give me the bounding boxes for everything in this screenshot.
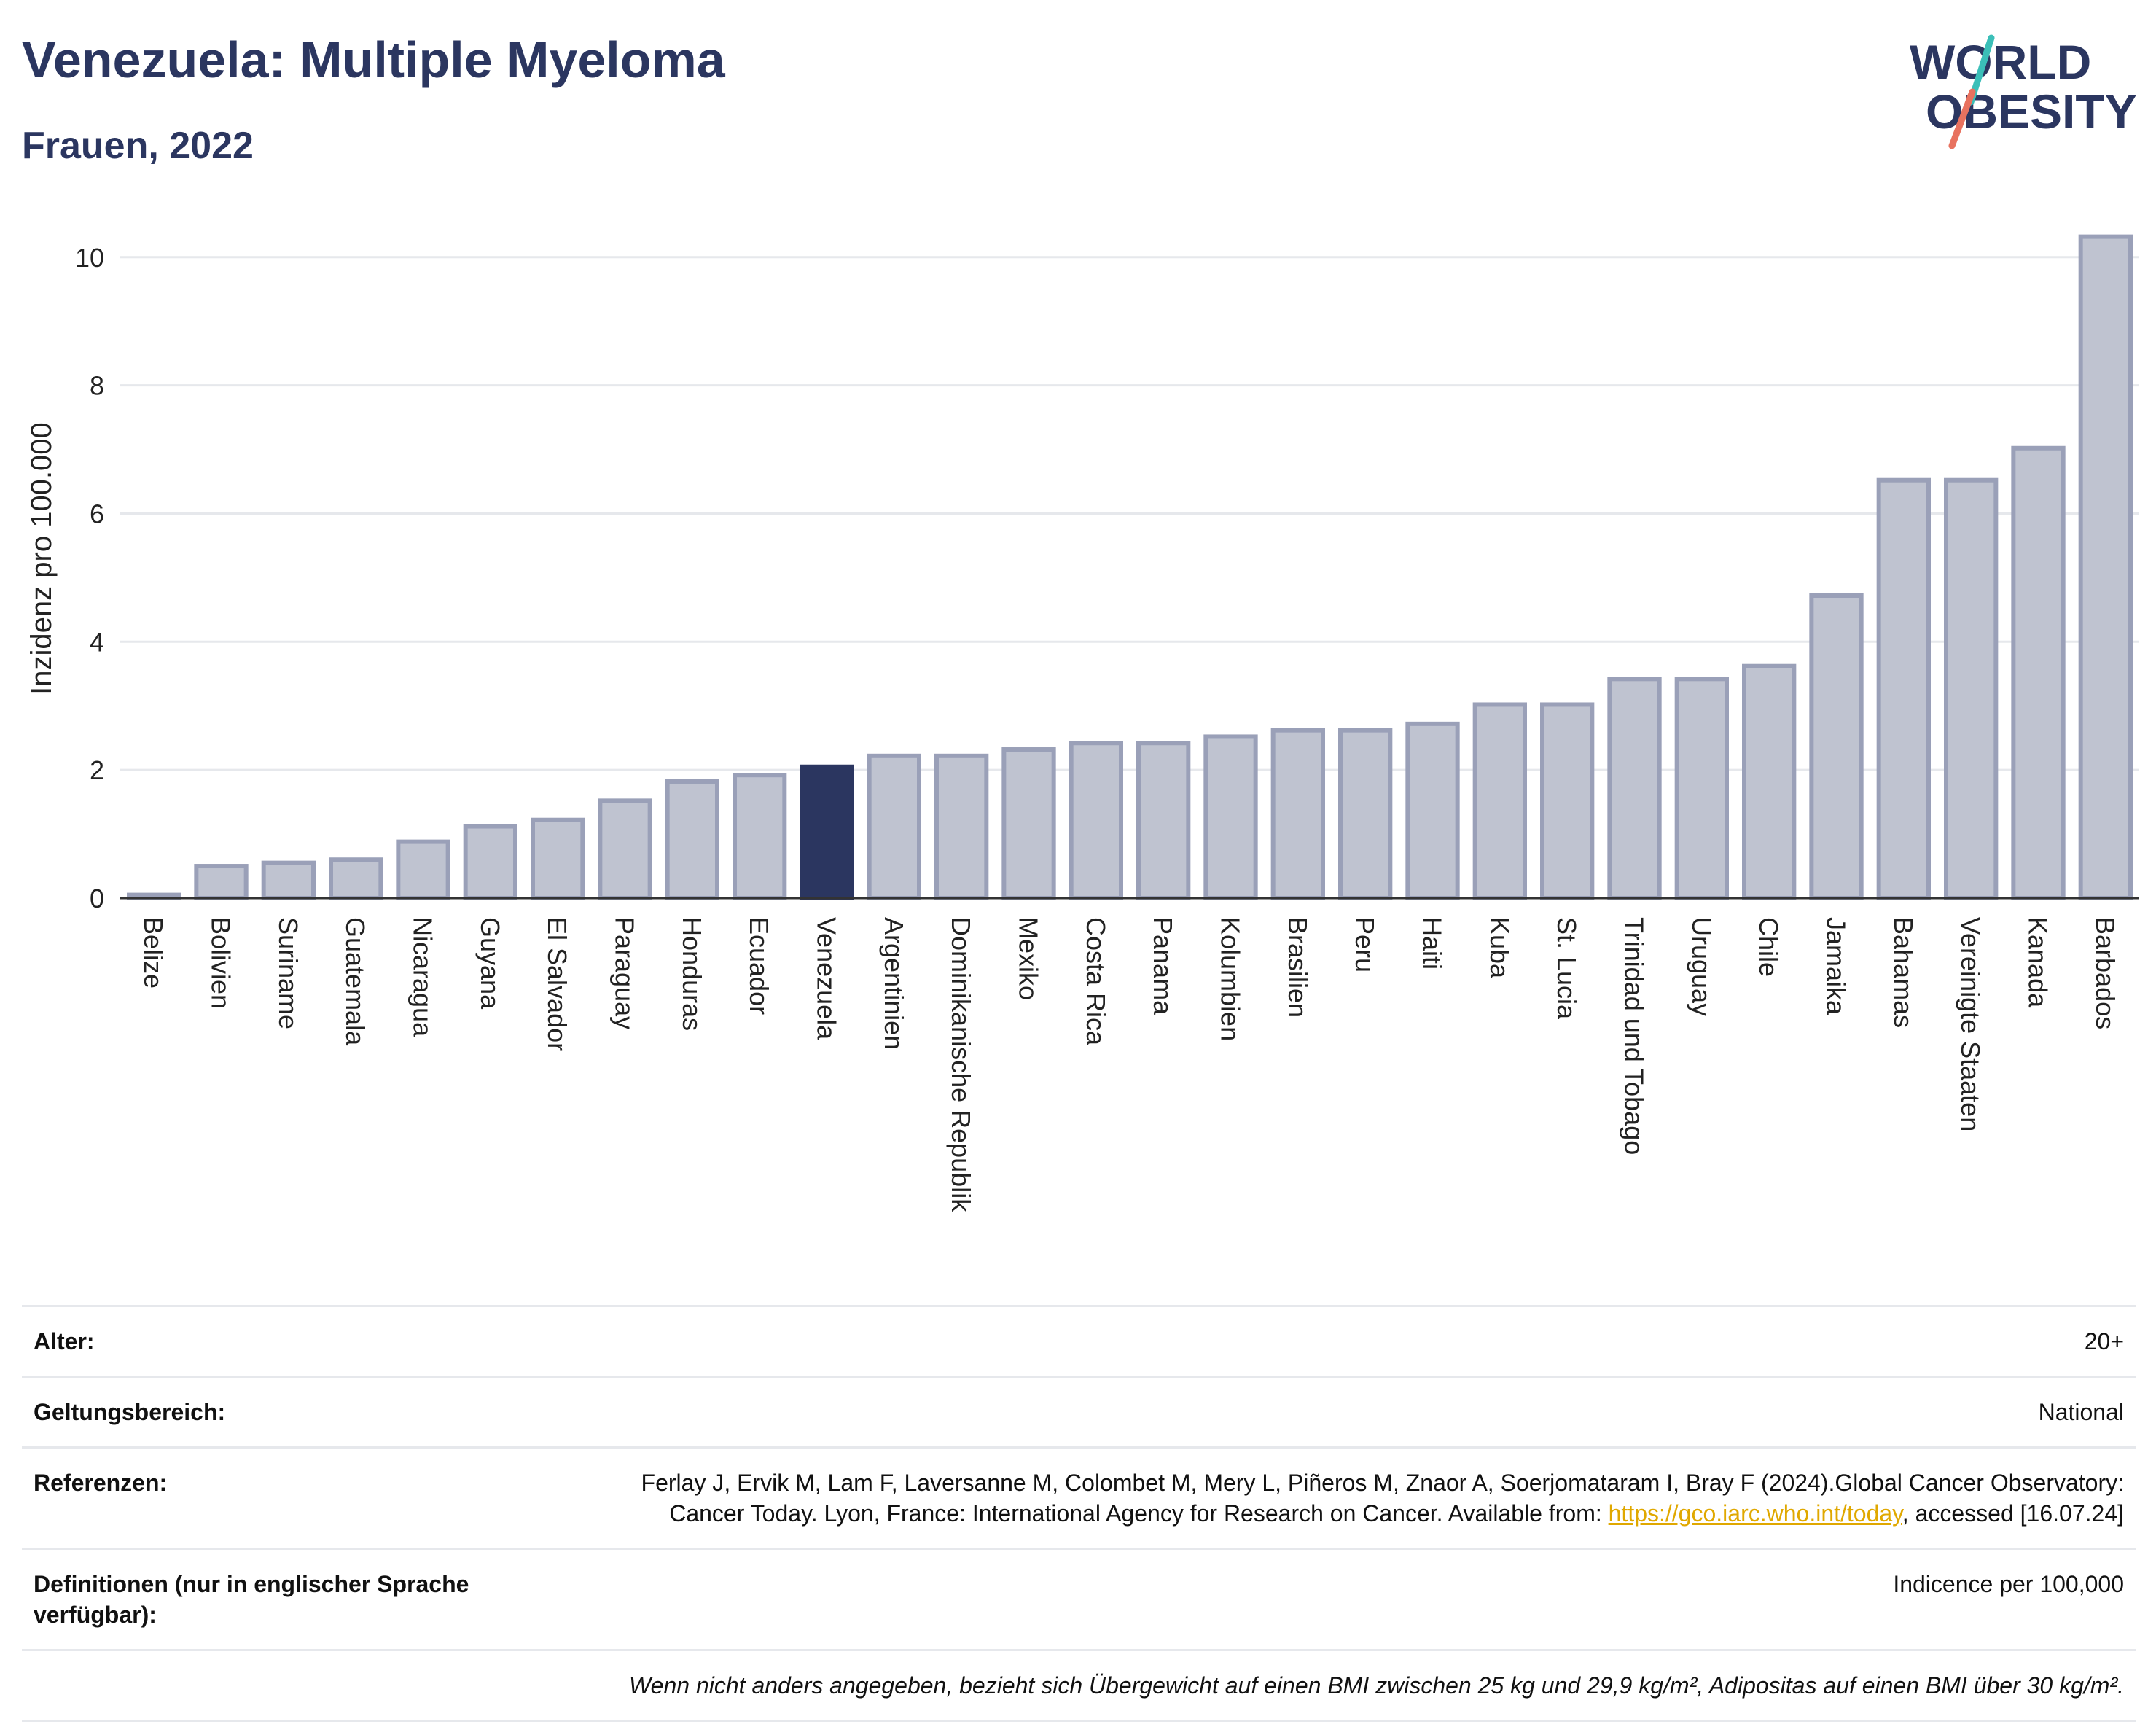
x-tick-label: Vereinigte Staaten — [1956, 917, 1985, 1131]
x-tick-label: Trinidad und Tobago — [1620, 917, 1649, 1155]
bar — [665, 779, 719, 901]
x-tick-label: Barbados — [2090, 917, 2120, 1029]
x-tick-label: El Salvador — [542, 917, 572, 1051]
meta-row-age: Alter: 20+ — [22, 1305, 2136, 1376]
references-label: Referenzen: — [34, 1470, 168, 1496]
logo-line1: WORLD — [1910, 35, 2091, 89]
meta-row-note: Wenn nicht anders angegeben, bezieht sic… — [22, 1649, 2136, 1722]
x-tick-label: Dominikanische Republik — [946, 917, 976, 1212]
definitions-value: Indicence per 100,000 — [1893, 1571, 2124, 1597]
x-tick-label: Panama — [1148, 917, 1178, 1015]
x-tick-label: Belize — [138, 917, 168, 989]
bar — [733, 773, 787, 901]
meta-row-scope: Geltungsbereich: National — [22, 1376, 2136, 1446]
x-tick-label: Ecuador — [744, 917, 774, 1015]
x-tick-label: Bolivien — [206, 917, 236, 1009]
bar — [261, 860, 316, 900]
bar — [1944, 477, 1999, 900]
bar — [463, 824, 517, 901]
age-value: 20+ — [2084, 1328, 2124, 1354]
x-tick-label: Bahamas — [1889, 917, 1918, 1028]
references-link[interactable]: https://gco.iarc.who.int/today — [1608, 1500, 1902, 1527]
bar — [1001, 747, 1056, 901]
x-tick-label: Paraguay — [610, 917, 640, 1029]
age-label: Alter: — [34, 1328, 95, 1354]
meta-row-references: Referenzen: Ferlay J, Ervik M, Lam F, La… — [22, 1446, 2136, 1548]
references-text: Ferlay J, Ervik M, Lam F, Laversanne M, … — [641, 1470, 2124, 1527]
x-tick-label: Mexiko — [1014, 917, 1044, 1000]
y-tick-label: 10 — [75, 243, 104, 273]
x-tick-label: Suriname — [273, 917, 303, 1029]
definitions-label: Definitionen (nur in englischer Sprache … — [34, 1571, 469, 1628]
page-subtitle: Frauen, 2022 — [22, 125, 254, 167]
x-tick-label: Haiti — [1418, 917, 1448, 970]
x-tick-label: Kolumbien — [1216, 917, 1246, 1041]
bar — [1203, 734, 1258, 900]
x-tick-label: Costa Rica — [1081, 917, 1111, 1046]
x-tick-label: Jamaika — [1821, 917, 1851, 1015]
scope-label: Geltungsbereich: — [34, 1399, 226, 1425]
bar — [194, 864, 249, 900]
bar — [1540, 702, 1595, 900]
y-axis-label: Inzidenz pro 100.000 — [26, 422, 58, 695]
bar — [1405, 721, 1460, 900]
x-tick-label: Kuba — [1485, 917, 1515, 979]
x-tick-label: St. Lucia — [1552, 917, 1582, 1020]
bar — [1876, 477, 1931, 900]
meta-row-definitions: Definitionen (nur in englischer Sprache … — [22, 1548, 2136, 1649]
y-tick-label: 8 — [90, 371, 104, 401]
x-tick-label: Guatemala — [340, 917, 370, 1046]
bar — [1742, 663, 1797, 900]
x-tick-label: Argentinien — [879, 917, 909, 1050]
x-tick-label: Nicaragua — [408, 917, 438, 1037]
bar — [800, 764, 854, 901]
y-tick-label: 2 — [90, 755, 104, 785]
bar — [1069, 741, 1123, 901]
x-tick-label: Venezuela — [812, 917, 842, 1040]
bar — [867, 753, 921, 900]
bar — [329, 857, 383, 900]
bar — [934, 753, 989, 900]
bar — [1472, 702, 1527, 900]
scope-value: National — [2038, 1399, 2124, 1425]
bar — [396, 839, 450, 901]
y-tick-label: 6 — [90, 499, 104, 529]
logo-slash-coral — [1948, 88, 1976, 149]
references-value: Ferlay J, Ervik M, Lam F, Laversanne M, … — [544, 1467, 2124, 1529]
y-tick-label: 0 — [90, 884, 104, 913]
bar — [1607, 677, 1662, 900]
bar — [531, 817, 585, 900]
y-tick-label: 4 — [90, 627, 104, 657]
references-accessed: , accessed [16.07.24] — [1902, 1500, 2124, 1527]
bar — [1136, 741, 1191, 901]
x-tick-label: Guyana — [475, 917, 505, 1010]
bar — [1809, 593, 1864, 900]
bar — [1674, 677, 1729, 900]
bar — [1338, 728, 1393, 901]
x-tick-label: Chile — [1754, 917, 1784, 977]
bmi-note: Wenn nicht anders angegeben, bezieht sic… — [629, 1672, 2124, 1699]
metadata-table: Alter: 20+ Geltungsbereich: National Ref… — [22, 1305, 2136, 1722]
bar — [2078, 234, 2133, 900]
x-tick-label: Kanada — [2023, 917, 2053, 1008]
bar — [1270, 728, 1325, 901]
bar — [2011, 445, 2066, 900]
x-tick-label: Brasilien — [1283, 917, 1313, 1018]
x-tick-label: Honduras — [677, 917, 707, 1031]
world-obesity-logo: WORLD OBESITY — [1910, 34, 2137, 149]
x-tick-label: Uruguay — [1687, 917, 1716, 1016]
x-tick-label: Peru — [1350, 917, 1380, 972]
bar — [598, 798, 652, 901]
page-title: Venezuela: Multiple Myeloma — [22, 31, 725, 88]
bar-chart: 0 2 4 6 8 10 Inzidenz pro 100.000 Belize Bolivie… — [26, 234, 2139, 1212]
